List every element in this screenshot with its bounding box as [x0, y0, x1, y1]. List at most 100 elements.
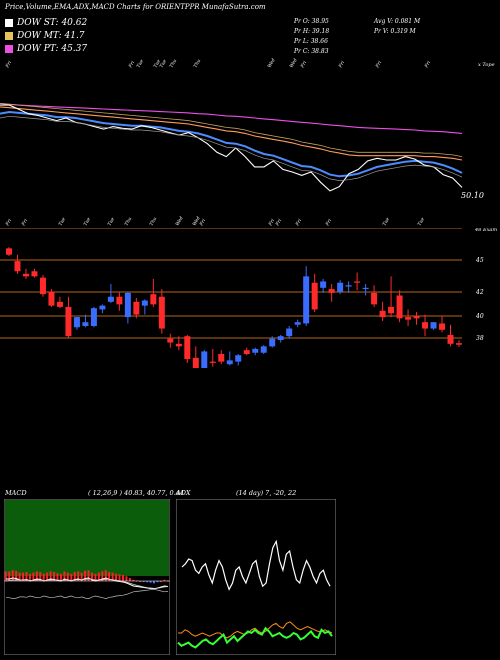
ema-bottom-tick-label: Wed	[192, 215, 202, 227]
candle-body	[388, 306, 395, 314]
macd-hist-bar	[163, 579, 166, 581]
macd-hist-bar	[42, 573, 45, 581]
candle-body	[116, 296, 123, 305]
price-gridlines: 38 40 42 45 48 Exam	[0, 228, 497, 342]
ema-lines	[0, 102, 463, 192]
candle-body	[167, 338, 174, 343]
stat-open: Pr O: 38.95	[294, 18, 329, 25]
macd-hist-bar	[18, 572, 21, 581]
macd-hist-bar	[25, 572, 28, 581]
candle-body	[65, 306, 72, 337]
macd-hist-bar	[15, 570, 18, 581]
legend-swatch-dow-st	[5, 19, 13, 27]
candle-body	[133, 301, 140, 315]
ema-bottom-tick-label: Fri	[198, 218, 207, 228]
ema-top-tick-label: Thu	[169, 58, 179, 69]
macd-lines	[5, 577, 169, 599]
candle-body	[48, 291, 55, 306]
candle-body	[209, 361, 216, 363]
candle-body	[337, 282, 344, 292]
macd-hist-bar	[139, 581, 142, 582]
ema-bottom-tick-label: Fri	[267, 218, 276, 228]
macd-hist-bar	[8, 571, 11, 581]
plus-di-line	[178, 621, 333, 639]
stat-low: Pr L: 38.66	[294, 38, 328, 45]
candle-body	[82, 322, 89, 326]
ema-bottom-tick-label: Tue	[58, 216, 68, 227]
ema-bottom-tick-label: Tue	[107, 216, 117, 227]
macd-hist-bar	[49, 571, 52, 581]
legend-dow-st: DOW ST: 40.62	[5, 18, 87, 28]
macd-green-zone	[5, 500, 169, 576]
ema-top-tick-label: Fri	[423, 60, 432, 70]
ema-top-tick-label: Thu	[193, 58, 203, 69]
adx-title: ADX	[176, 489, 191, 497]
ema-top-tick-label: Wed	[267, 58, 277, 69]
macd-hist-bar	[115, 573, 118, 581]
candle-body	[184, 336, 191, 360]
ema-top-tick-label: Tue	[136, 58, 146, 69]
ema-bottom-tick-label: Tue	[83, 216, 93, 227]
candle-body	[430, 322, 437, 329]
candle-body	[277, 336, 284, 340]
candle-body	[90, 308, 97, 326]
adx-chart	[176, 499, 336, 655]
ema-top-tick-label: Tue	[153, 58, 163, 69]
candle-body	[371, 292, 378, 305]
macd-hist-bar	[22, 572, 25, 581]
candle-body	[447, 334, 454, 344]
ema-line-ema-short	[0, 110, 463, 178]
ema-bottom-tick-label: Fri	[20, 218, 29, 228]
candle-body	[218, 354, 225, 362]
candle-body	[422, 322, 429, 329]
candle-body	[294, 322, 301, 325]
macd-hist-bar	[66, 572, 69, 581]
price-tick-label: 45	[475, 257, 484, 264]
chart-title: Price,Volume,EMA,ADX,MACD Charts for ORI…	[5, 3, 266, 11]
candle-body	[141, 300, 148, 306]
ema-top-right-label: x Tope	[478, 62, 495, 68]
macd-histogram	[4, 570, 170, 584]
legend-dow-mt: DOW MT: 41.7	[5, 31, 85, 41]
ema-bottom-tick-label: Fri	[274, 218, 283, 228]
macd-hist-bar	[46, 572, 49, 581]
legend-swatch-dow-mt	[5, 32, 13, 40]
price-top-tick-label: 48 Exam	[474, 228, 497, 233]
macd-hist-bar	[97, 572, 100, 581]
macd-hist-bar	[118, 574, 121, 581]
ema-bottom-tick-label: Tue	[417, 216, 427, 227]
ema-bottom-tick-label: Thu	[124, 216, 134, 227]
price-tick-label: 38	[476, 335, 484, 342]
ema-top-tick-label: Tue	[159, 58, 169, 69]
candle-body	[235, 355, 242, 362]
candle-body	[252, 348, 259, 353]
macd-chart	[4, 499, 170, 655]
ema-bottom-tick-label: Tue	[382, 216, 392, 227]
candle-body	[286, 328, 293, 337]
macd-hist-bar	[156, 581, 159, 583]
legend-label-dow-pt: DOW PT: 45.37	[17, 44, 88, 54]
candle-body	[243, 350, 250, 354]
macd-hist-bar	[149, 581, 152, 583]
candle-body	[405, 317, 412, 320]
ema-bottom-tick-label: Wed	[175, 215, 185, 227]
macd-black-zone	[5, 576, 169, 654]
ema-bottom-tick-label: Fri	[294, 218, 303, 228]
stat-close: Pr C: 38.83	[294, 48, 329, 55]
macd-hist-bar	[146, 581, 149, 583]
stat-volume: Pr V: 0.319 M	[374, 28, 416, 35]
legend-label-dow-st: DOW ST: 40.62	[17, 18, 88, 28]
macd-hist-bar	[80, 572, 83, 581]
macd-bands	[5, 500, 169, 654]
macd-hist-bar	[77, 571, 80, 581]
candle-body	[439, 323, 446, 330]
legend-label-dow-mt: DOW MT: 41.7	[17, 31, 85, 41]
candle-body	[99, 305, 106, 310]
candle-body	[39, 277, 46, 295]
candle-body	[124, 292, 131, 318]
stat-avg-volume: Avg V: 0.081 M	[374, 18, 421, 25]
macd-hist-bar	[59, 573, 62, 581]
macd-hist-bar	[101, 571, 104, 581]
candle-body	[158, 296, 165, 329]
